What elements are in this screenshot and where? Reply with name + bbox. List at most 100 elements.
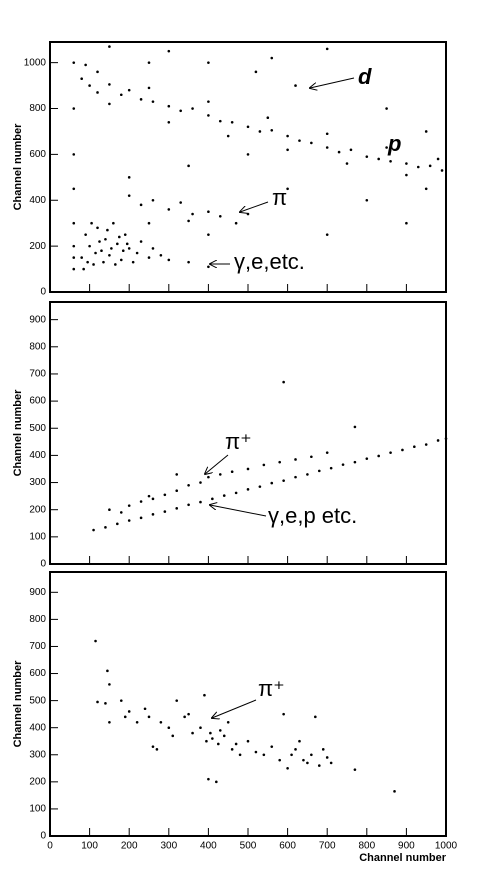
data-point (207, 475, 210, 479)
data-point (385, 107, 388, 110)
data-point (108, 508, 111, 511)
plot-frame (49, 571, 447, 837)
data-point (365, 457, 369, 460)
data-point (226, 134, 230, 138)
data-point (207, 61, 210, 64)
data-point (119, 511, 123, 514)
data-point (96, 91, 99, 94)
data-point (191, 731, 194, 735)
data-point (314, 715, 317, 719)
data-point (211, 737, 214, 740)
data-point (317, 764, 321, 767)
data-point (345, 162, 349, 165)
data-point (234, 742, 238, 746)
data-point (72, 153, 76, 156)
data-point (207, 210, 210, 214)
data-point (175, 507, 179, 510)
data-point (286, 134, 289, 138)
y-tick-label: 200 (29, 776, 46, 787)
data-point (286, 767, 289, 770)
data-point (440, 169, 444, 172)
data-point (147, 61, 151, 64)
data-point (365, 198, 369, 202)
x-tick-label: 200 (121, 841, 138, 852)
data-point (222, 734, 226, 738)
data-point (102, 260, 105, 264)
y-tick-label: 400 (29, 450, 46, 461)
data-point (226, 720, 230, 724)
data-point (82, 267, 85, 271)
y-tick-label: 500 (29, 695, 46, 706)
y-tick-label: 900 (29, 587, 46, 598)
annotation: π⁺ (225, 429, 252, 454)
data-point (262, 753, 266, 757)
y-tick-label: 800 (29, 341, 46, 352)
y-tick-label: 300 (29, 749, 46, 760)
data-point (139, 203, 143, 207)
data-point (325, 146, 329, 149)
data-point (72, 107, 76, 110)
x-axis-label: Channel number (359, 852, 447, 864)
y-axis-label: Channel number (12, 660, 24, 748)
data-point (377, 454, 380, 458)
data-point (230, 748, 234, 751)
data-point (270, 129, 274, 132)
data-point (127, 88, 131, 92)
data-point (209, 731, 212, 735)
data-point (167, 49, 171, 53)
data-point (298, 739, 301, 743)
data-point (329, 466, 333, 470)
y-tick-label: 0 (40, 831, 46, 842)
data-point (86, 260, 89, 264)
data-point (106, 228, 109, 232)
data-point (127, 710, 131, 713)
x-tick-label: 600 (279, 841, 296, 852)
data-point (246, 739, 250, 743)
y-tick-label: 0 (40, 559, 46, 570)
data-point (119, 93, 123, 97)
data-point (131, 260, 135, 264)
data-point (72, 187, 76, 191)
x-tick-label: 500 (240, 841, 257, 852)
data-point (106, 669, 109, 673)
y-tick-label: 300 (29, 477, 46, 488)
data-point (88, 84, 91, 87)
data-point (310, 141, 313, 145)
data-point (325, 756, 329, 759)
data-point (179, 109, 182, 113)
data-point (167, 258, 171, 262)
data-point (203, 693, 206, 697)
data-point (278, 460, 281, 464)
data-point (306, 473, 309, 476)
data-point (159, 720, 163, 724)
y-tick-label: 400 (29, 195, 46, 206)
data-point (377, 157, 380, 161)
data-point (139, 98, 143, 101)
x-tick-label: 800 (358, 841, 375, 852)
data-point (294, 84, 297, 87)
data-point (123, 715, 127, 719)
data-point (183, 715, 186, 719)
y-tick-label: 1000 (24, 57, 47, 68)
data-point (234, 491, 238, 495)
data-point (294, 475, 297, 479)
data-point (123, 233, 127, 236)
data-point (310, 455, 313, 459)
data-point (179, 201, 182, 204)
data-point (139, 516, 143, 520)
data-point (171, 734, 175, 738)
data-point (401, 448, 404, 452)
data-point (147, 86, 151, 90)
data-point (92, 528, 95, 532)
data-point (302, 758, 305, 762)
y-tick-label: 700 (29, 369, 46, 380)
data-point (151, 745, 155, 748)
data-point (270, 481, 274, 485)
annotation-arrow (212, 699, 257, 718)
data-point (110, 247, 113, 250)
data-point (341, 463, 345, 466)
data-point (72, 61, 76, 64)
data-point (96, 226, 99, 230)
data-point (416, 165, 420, 169)
data-point (325, 233, 329, 236)
